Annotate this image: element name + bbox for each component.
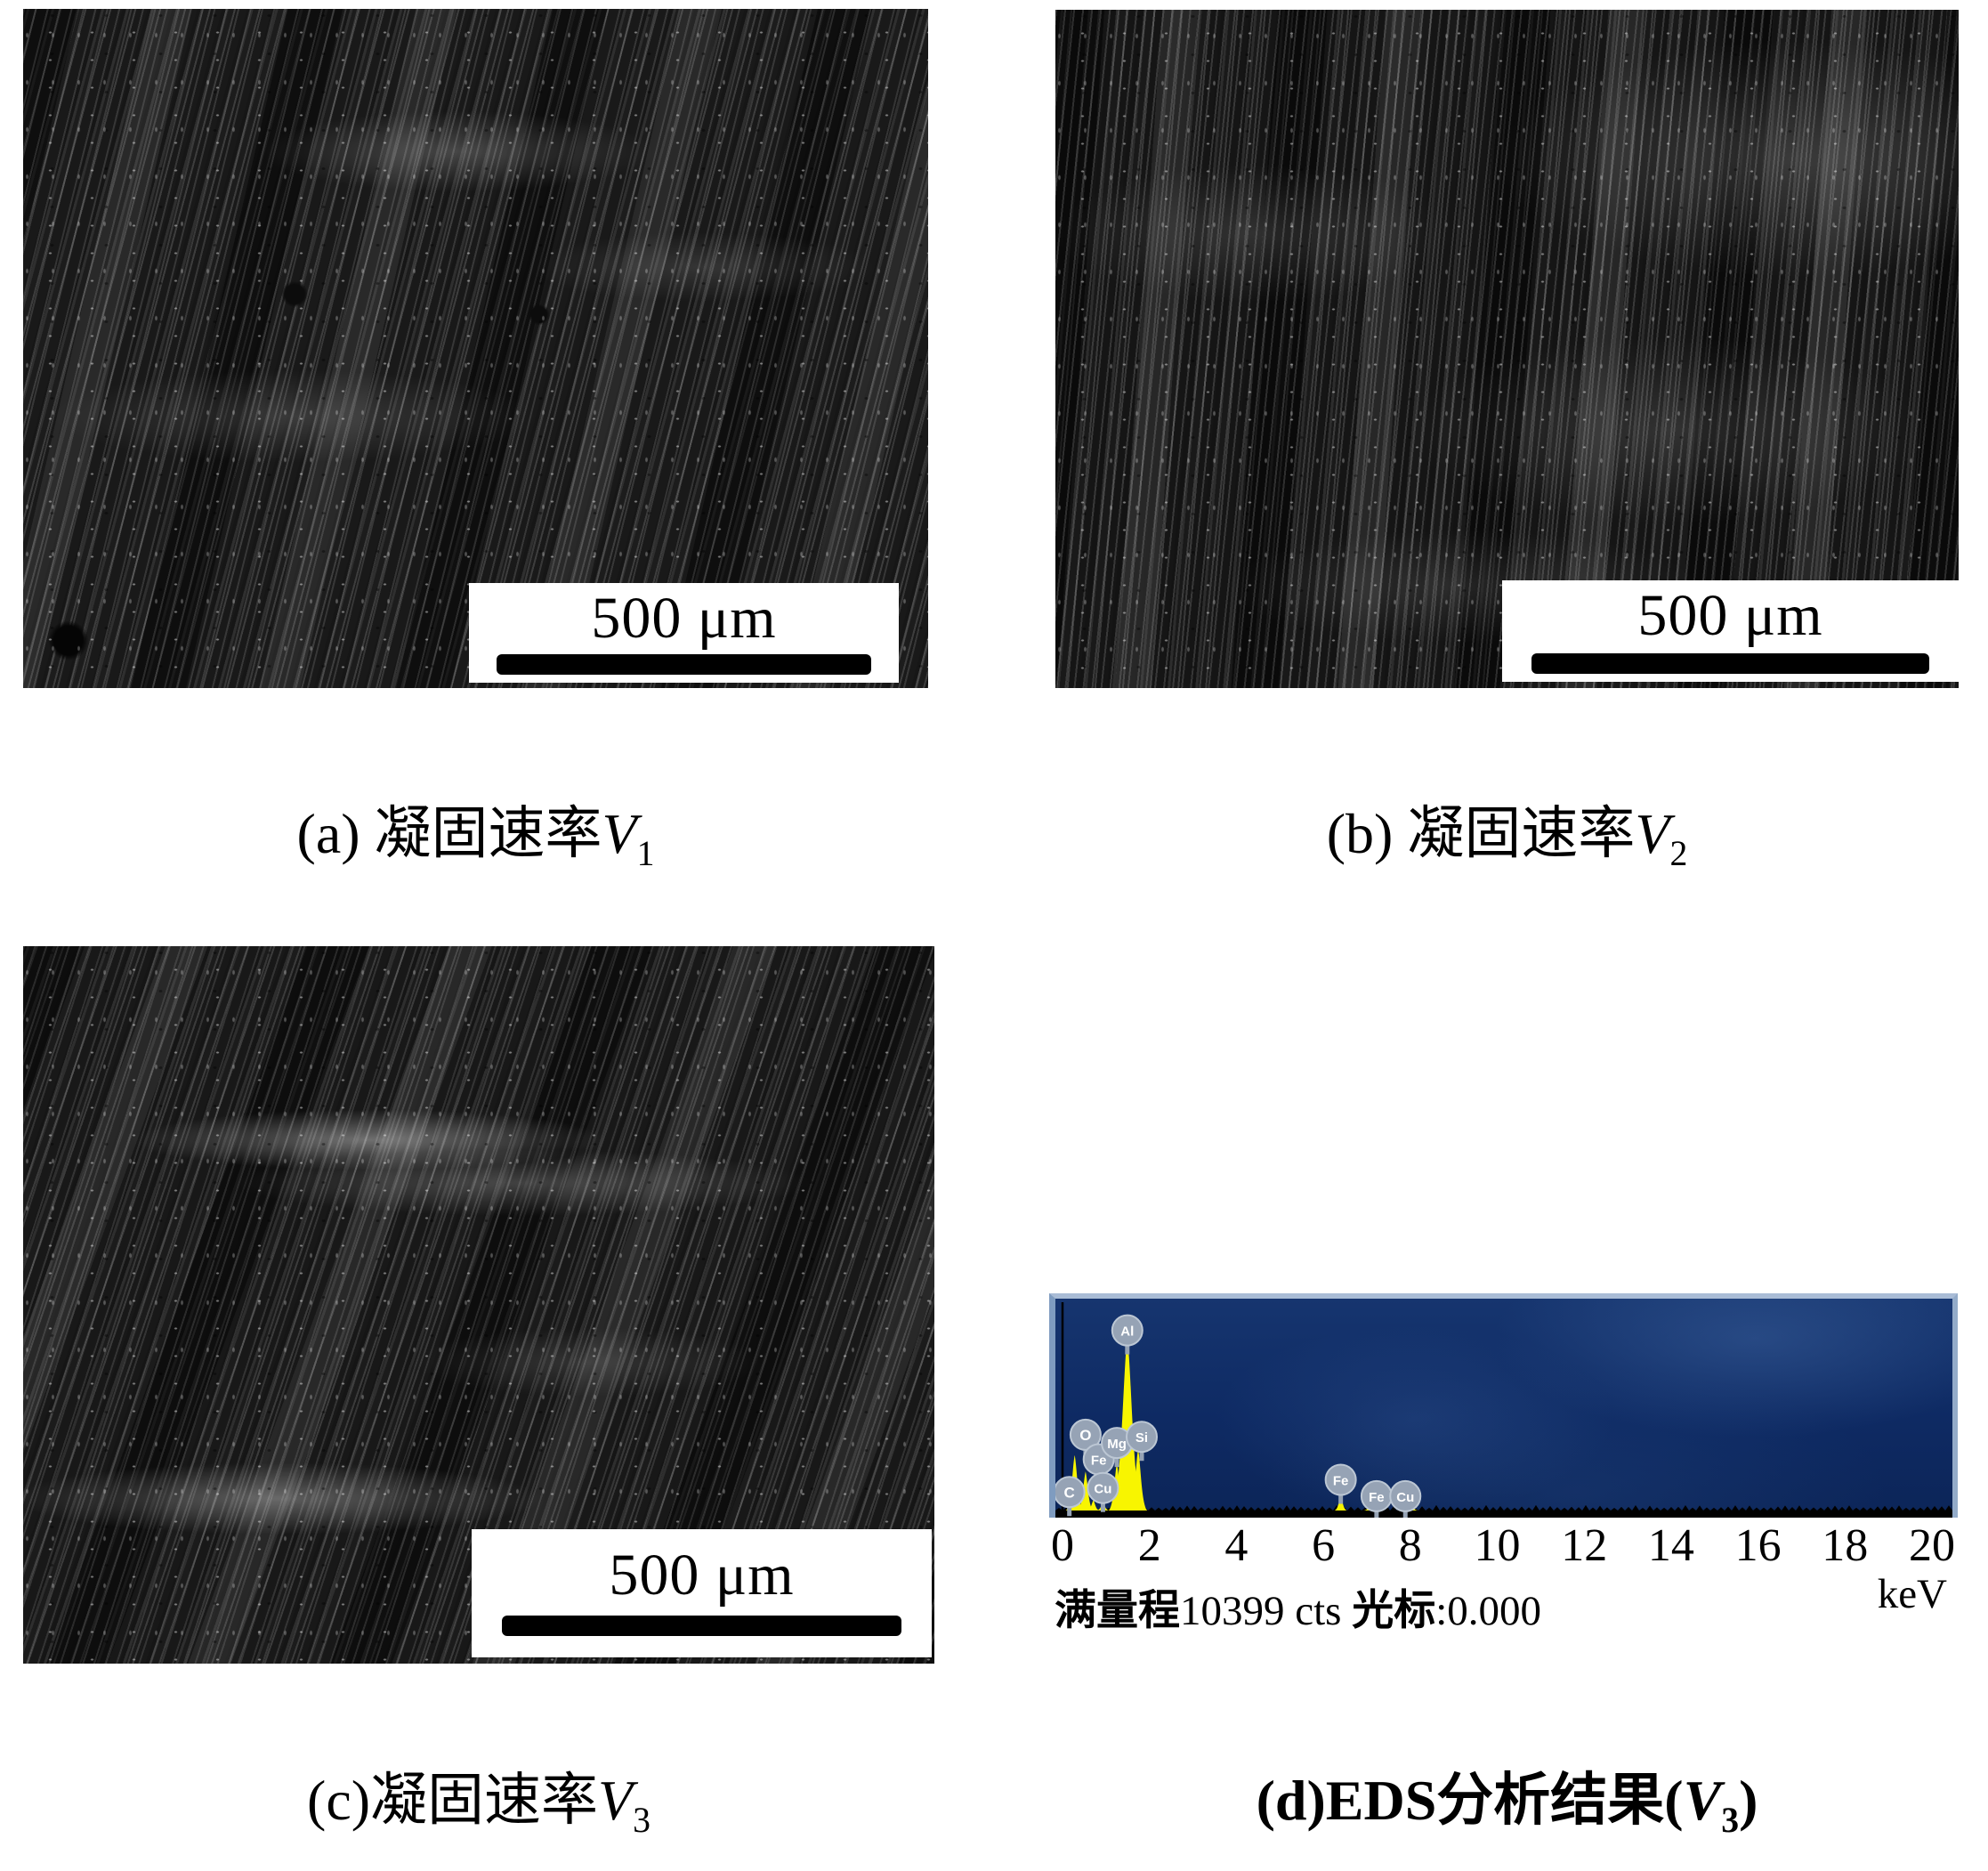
scalebar-label-a: 500 μm <box>591 586 777 651</box>
eds-status-text: 满量程10399 cts 光标:0.000 <box>1055 1575 1541 1637</box>
caption-c-text: (c)凝固速率 <box>307 1769 599 1832</box>
x-tick-20: 20 <box>1909 1520 1955 1571</box>
element-badge-cu-9: Cu <box>1389 1479 1422 1518</box>
caption-d-text: (d)EDS分析结果( <box>1256 1769 1684 1832</box>
x-tick-4: 4 <box>1224 1520 1249 1571</box>
element-badge-si-5: Si <box>1125 1421 1158 1462</box>
scalebar-bar-b <box>1531 653 1929 674</box>
element-badge-fe-7: Fe <box>1324 1463 1357 1504</box>
scalebar-label-c: 500 μm <box>609 1543 795 1608</box>
caption-a-text: (a) 凝固速率 <box>296 802 602 865</box>
eds-footer: 满量程10399 cts 光标:0.000 keV <box>1049 1571 1958 1634</box>
caption-a: (a) 凝固速率V1 <box>23 802 928 874</box>
caption-d: (d)EDS分析结果(V3) <box>1055 1769 1959 1841</box>
scalebar-box-c: 500 μm <box>472 1529 932 1657</box>
caption-c-subscript: 3 <box>633 1800 651 1840</box>
element-badge-fe-8: Fe <box>1360 1479 1393 1518</box>
svg-text:Fe: Fe <box>1091 1454 1107 1469</box>
cursor-label: 光标 <box>1352 1586 1436 1633</box>
caption-b-text: (b) 凝固速率 <box>1326 802 1636 865</box>
full-scale-value: 10399 cts <box>1180 1588 1342 1634</box>
scalebar-bar-c <box>501 1616 902 1636</box>
x-tick-8: 8 <box>1398 1520 1422 1571</box>
caption-c: (c)凝固速率V3 <box>23 1769 934 1841</box>
x-tick-6: 6 <box>1312 1520 1336 1571</box>
element-badge-c-2: C <box>1055 1476 1086 1517</box>
caption-b-variable: V <box>1635 802 1670 865</box>
svg-text:Si: Si <box>1135 1430 1148 1446</box>
x-tick-12: 12 <box>1561 1520 1608 1571</box>
svg-text:Al: Al <box>1120 1324 1134 1340</box>
peak-fe-1 <box>1087 1500 1100 1511</box>
caption-b-subscript: 2 <box>1669 833 1688 873</box>
scalebar-box-a: 500 μm <box>469 583 899 683</box>
kev-unit-label: keV <box>1877 1571 1947 1617</box>
eds-panel: O Fe C Cu Mg Si Al Fe Fe Cu 0 2 4 6 8 10 12 14 16 18 20 满量程… <box>1049 1286 1958 1638</box>
svg-text:Cu: Cu <box>1094 1482 1111 1497</box>
eds-x-axis: 0 2 4 6 8 10 12 14 16 18 20 <box>1049 1519 1958 1571</box>
x-tick-2: 2 <box>1137 1520 1161 1571</box>
scalebar-bar-a <box>497 654 871 675</box>
x-tick-14: 14 <box>1647 1520 1694 1571</box>
x-tick-16: 16 <box>1734 1520 1782 1571</box>
svg-text:C: C <box>1064 1484 1075 1501</box>
svg-text:Mg: Mg <box>1107 1437 1127 1452</box>
scalebar-box-b: 500 μm <box>1502 580 1959 682</box>
x-tick-0: 0 <box>1051 1520 1074 1571</box>
eds-spectrum-plot: O Fe C Cu Mg Si Al Fe Fe Cu <box>1049 1293 1958 1518</box>
element-badge-cu-3: Cu <box>1087 1471 1119 1512</box>
svg-text:Cu: Cu <box>1396 1490 1414 1505</box>
caption-d-variable: V <box>1683 1769 1722 1832</box>
x-tick-18: 18 <box>1822 1520 1869 1571</box>
caption-d-post: ) <box>1739 1769 1758 1832</box>
svg-text:Fe: Fe <box>1369 1490 1385 1505</box>
sem-image-c: 500 μm <box>23 946 934 1664</box>
caption-c-variable: V <box>598 1769 634 1832</box>
cursor-value: :0.000 <box>1435 1588 1542 1634</box>
sem-image-a: 500 μm <box>23 9 928 688</box>
caption-a-variable: V <box>602 802 637 865</box>
svg-text:O: O <box>1079 1427 1091 1444</box>
peak-al-6 <box>1111 1336 1144 1511</box>
element-badge-al-6: Al <box>1111 1314 1144 1355</box>
x-tick-10: 10 <box>1474 1520 1521 1571</box>
caption-d-subscript: 3 <box>1721 1800 1740 1840</box>
sem-image-b: 500 μm <box>1055 10 1959 688</box>
scalebar-label-b: 500 μm <box>1637 583 1823 648</box>
baseline-noise <box>1055 1504 1952 1518</box>
full-scale-label: 满量程 <box>1055 1586 1180 1633</box>
caption-a-subscript: 1 <box>636 833 655 873</box>
caption-b: (b) 凝固速率V2 <box>1055 802 1959 874</box>
svg-text:Fe: Fe <box>1333 1474 1349 1489</box>
